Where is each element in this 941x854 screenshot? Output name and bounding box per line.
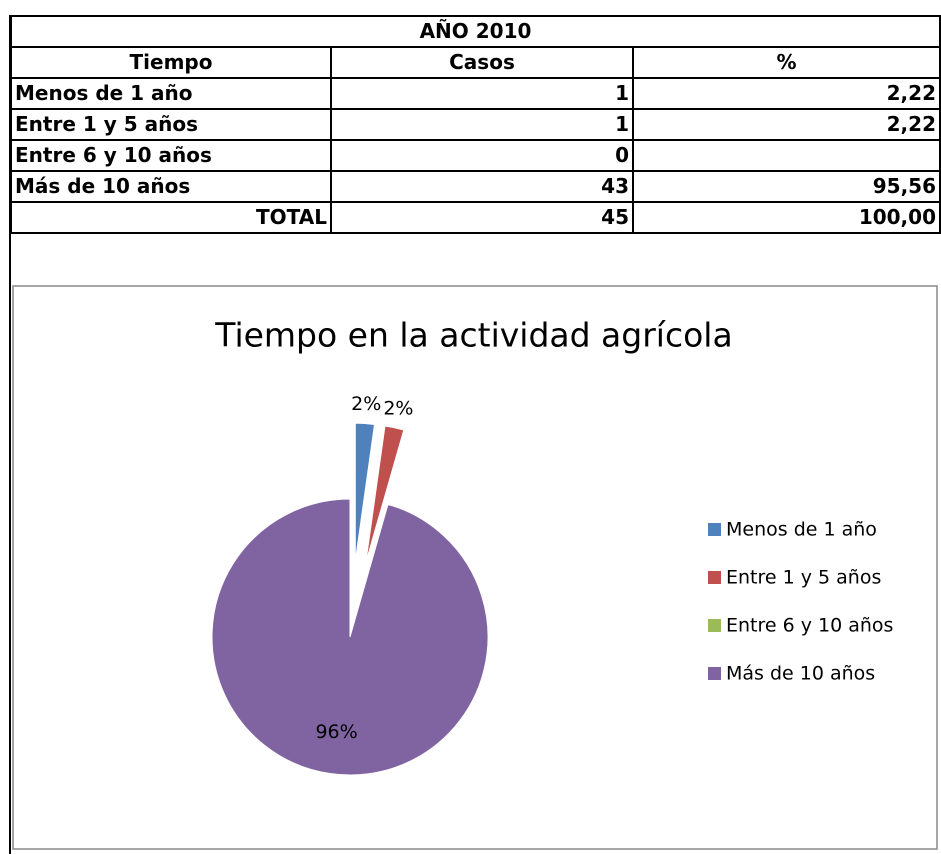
table-cell: [632, 139, 941, 172]
table-cell: Tiempo: [10, 46, 332, 79]
legend-swatch: [708, 667, 721, 680]
chart-frame: [12, 285, 938, 850]
pie-slice: [365, 425, 405, 563]
table-cell: 2,22: [632, 108, 941, 141]
legend-label: Menos de 1 año: [726, 519, 877, 541]
header-row: Tiempo Casos%: [10, 46, 941, 79]
data-label: 2%: [383, 398, 413, 420]
title-row: AÑO 2010: [10, 15, 941, 48]
data-row: Menos de 1 año 1 2,22: [10, 77, 941, 110]
table-cell: 0: [330, 139, 634, 172]
pie-slice: [370, 431, 410, 565]
legend-label: Entre 6 y 10 años: [726, 615, 893, 637]
table-cell: Entre 6 y 10 años: [10, 139, 332, 172]
legend-swatch: [708, 619, 721, 632]
data-label: 2%: [351, 393, 381, 415]
table-cell: Casos: [330, 46, 634, 79]
pie-slice: [354, 422, 376, 562]
table-cell: %: [632, 46, 941, 79]
table-cell: Más de 10 años: [10, 170, 332, 203]
total-row: TOTAL 45 100,00: [10, 201, 941, 234]
chart-title: Tiempo en la actividad agrícola: [214, 316, 732, 355]
table-title: AÑO 2010: [10, 15, 941, 48]
data-row: Entre 1 y 5 años 1 2,22: [10, 108, 941, 141]
table-cell: 1: [330, 77, 634, 110]
table-cell: 45: [330, 201, 634, 234]
table-cell: Entre 1 y 5 años: [10, 108, 332, 141]
data-row: Más de 10 años 43 95,56: [10, 170, 941, 203]
table-cell: Menos de 1 año: [10, 77, 332, 110]
table-cell: 1: [330, 108, 634, 141]
table-cell: TOTAL: [10, 201, 332, 234]
data-row: Entre 6 y 10 años 0: [10, 139, 941, 172]
table-cell: 2,22: [632, 77, 941, 110]
table-cell: 100,00: [632, 201, 941, 234]
table-cell: 43: [330, 170, 634, 203]
data-table: AÑO 2010 Tiempo Casos% Menos de 1 año 1 2,22…: [10, 15, 941, 234]
legend-swatch: [708, 523, 721, 536]
legend-label: Entre 1 y 5 años: [726, 567, 881, 589]
pie-slice: [211, 498, 489, 776]
legend-label: Más de 10 años: [726, 663, 875, 685]
data-label: 96%: [315, 721, 357, 743]
table-body: AÑO 2010 Tiempo Casos% Menos de 1 año 1 2,22…: [10, 15, 941, 234]
table-cell: 95,56: [632, 170, 941, 203]
legend-swatch: [708, 571, 721, 584]
